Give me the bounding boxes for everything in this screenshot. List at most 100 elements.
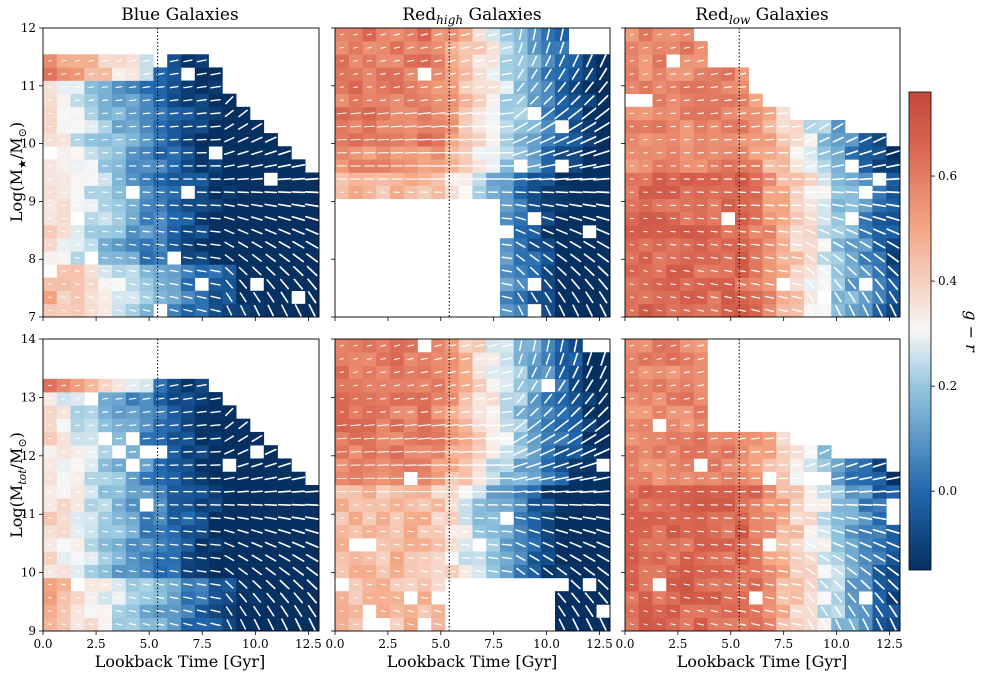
vector-arrow — [818, 490, 831, 493]
vector-arrow — [670, 623, 676, 626]
vector-arrow — [710, 243, 719, 246]
vector-arrow — [196, 138, 207, 141]
vector-arrow — [791, 217, 803, 220]
vector-arrow — [210, 282, 221, 286]
vector-arrow — [47, 296, 52, 299]
vector-arrow — [710, 256, 719, 259]
vector-arrow — [393, 596, 400, 599]
vector-arrow — [431, 112, 446, 115]
vector-arrow — [393, 557, 401, 559]
vector-arrow — [350, 451, 361, 453]
vector-arrow — [531, 366, 538, 378]
vector-arrow — [115, 59, 123, 62]
vector-arrow — [710, 86, 719, 89]
vector-arrow — [859, 241, 872, 249]
vector-arrow — [566, 149, 585, 157]
xlabel-red-low: Lookback Time [Gyr] — [677, 652, 848, 671]
vector-arrow — [872, 503, 887, 507]
vector-arrow — [873, 240, 886, 249]
vector-arrow — [474, 370, 485, 374]
vector-arrow — [461, 85, 471, 89]
vector-arrow — [264, 164, 278, 168]
vector-arrow — [848, 618, 856, 631]
vector-arrow — [292, 566, 305, 576]
vector-arrow — [710, 125, 719, 128]
vector-arrow — [142, 556, 151, 560]
vector-arrow — [304, 516, 320, 521]
vector-arrow — [390, 138, 404, 141]
vector-arrow — [250, 476, 263, 481]
vector-arrow — [407, 72, 415, 76]
vector-arrow — [223, 529, 235, 534]
vector-arrow — [142, 530, 151, 533]
vector-arrow — [183, 437, 193, 440]
vector-arrow — [585, 291, 594, 304]
vector-arrow — [539, 490, 558, 493]
vector-arrow — [353, 344, 358, 347]
vector-arrow — [737, 308, 747, 312]
vector-arrow — [74, 557, 81, 559]
vector-arrow — [565, 177, 586, 181]
vector-arrow — [350, 138, 361, 141]
vector-arrow — [393, 72, 400, 75]
vector-arrow — [737, 85, 747, 89]
vector-arrow — [488, 72, 499, 76]
vector-arrow — [129, 86, 137, 89]
vector-arrow — [571, 379, 580, 392]
vector-arrow — [764, 609, 775, 613]
vector-arrow — [569, 228, 582, 235]
vector-arrow — [670, 73, 676, 75]
vector-arrow — [629, 358, 634, 360]
vector-arrow — [196, 308, 207, 313]
vector-arrow — [683, 59, 690, 62]
vector-arrow — [294, 605, 303, 618]
vector-arrow — [512, 476, 530, 481]
vector-arrow — [434, 410, 443, 414]
vector-arrow — [873, 566, 886, 576]
vector-arrow — [277, 177, 292, 181]
vector-arrow — [656, 86, 662, 88]
vector-arrow — [156, 99, 165, 102]
vector-arrow — [264, 476, 278, 481]
vector-arrow — [251, 253, 262, 262]
vector-arrow — [887, 253, 900, 263]
vector-arrow — [512, 490, 530, 493]
vector-arrow — [156, 85, 165, 89]
vector-arrow — [516, 394, 525, 404]
vector-arrow — [530, 68, 538, 80]
vector-arrow — [183, 243, 193, 246]
vector-arrow — [859, 554, 872, 562]
vector-arrow — [264, 136, 277, 143]
vector-arrow — [528, 529, 541, 534]
vector-arrow — [308, 303, 316, 317]
vector-arrow — [380, 411, 387, 413]
vector-arrow — [142, 609, 151, 613]
vector-arrow — [821, 305, 828, 316]
vector-arrow — [380, 397, 386, 400]
vector-arrow — [417, 138, 432, 141]
vector-arrow — [819, 241, 830, 249]
vector-arrow — [597, 566, 610, 576]
vector-arrow — [264, 150, 277, 156]
vector-arrow — [183, 112, 193, 115]
x-tick-label: 12.5 — [586, 637, 613, 651]
vector-arrow — [501, 370, 513, 374]
vector-arrow — [697, 596, 705, 599]
vector-arrow — [129, 230, 137, 233]
vector-arrow — [874, 266, 885, 277]
vector-arrow — [474, 357, 485, 361]
vector-arrow — [697, 397, 705, 400]
vector-arrow — [501, 46, 513, 50]
vector-arrow — [791, 269, 803, 273]
vector-arrow — [169, 99, 179, 102]
vector-arrow — [377, 125, 390, 128]
vector-arrow — [353, 610, 358, 612]
x-tick-label: 7.5 — [484, 637, 503, 651]
vector-arrow — [47, 610, 52, 612]
vector-arrow — [846, 567, 858, 576]
vector-arrow — [88, 270, 95, 272]
vector-arrow — [710, 543, 719, 546]
vector-arrow — [366, 411, 372, 413]
vector-arrow — [461, 384, 471, 387]
vector-arrow — [643, 309, 648, 312]
